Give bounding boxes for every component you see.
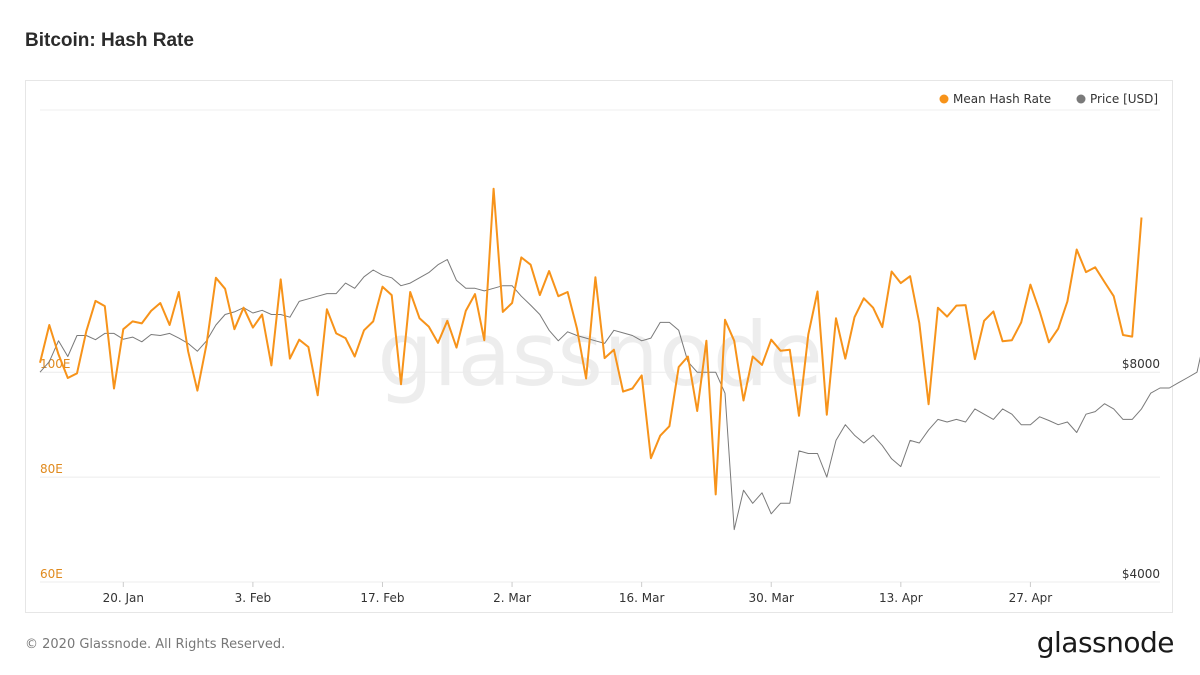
x-tick-label: 13. Apr [879, 591, 923, 605]
page-title: Bitcoin: Hash Rate [25, 30, 194, 51]
series-lines [39, 187, 1200, 531]
x-tick-label: 3. Feb [235, 591, 272, 605]
legend-marker [939, 94, 949, 104]
left-tick-label: 60E [40, 567, 63, 581]
legend-item-mean-hash-rate[interactable]: Mean Hash Rate [939, 92, 1052, 106]
x-tick-label: 16. Mar [619, 591, 665, 605]
legend-label: Price [USD] [1090, 92, 1158, 106]
legend-marker [1076, 94, 1086, 104]
x-tick-label: 2. Mar [493, 591, 531, 605]
series-line-mean-hash-rate [39, 187, 1143, 496]
left-tick-label: 100E [40, 357, 71, 371]
x-tick-label: 17. Feb [360, 591, 404, 605]
legend[interactable]: Mean Hash Rate Price [USD] [939, 92, 1159, 106]
x-axis: 20. Jan 3. Feb 17. Feb 2. Mar 16. Mar 30. Mar… [103, 582, 1053, 605]
legend-item-price[interactable]: Price [USD] [1076, 92, 1159, 106]
series-line-price [39, 259, 1200, 531]
right-tick-label: $8000 [1122, 357, 1160, 371]
x-tick-label: 27. Apr [1009, 591, 1053, 605]
glassnode-logo[interactable]: glassnode [1036, 626, 1175, 659]
left-axis: 60E 80E 100E [40, 357, 71, 581]
right-axis: $4000 $8000 [1122, 357, 1160, 581]
copyright-text: © 2020 Glassnode. All Rights Reserved. [25, 637, 286, 652]
x-tick-label: 20. Jan [103, 591, 144, 605]
grid-lines [40, 109, 1160, 583]
right-tick-label: $4000 [1122, 567, 1160, 581]
x-tick-label: 30. Mar [748, 591, 794, 605]
legend-label: Mean Hash Rate [953, 92, 1051, 106]
left-tick-label: 80E [40, 462, 63, 476]
chart-panel [25, 80, 1173, 613]
